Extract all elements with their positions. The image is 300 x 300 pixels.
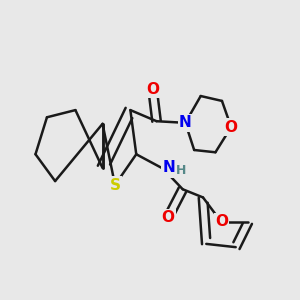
Text: O: O [146, 82, 159, 97]
Text: N: N [163, 160, 176, 175]
Text: H: H [176, 164, 187, 177]
Text: N: N [179, 115, 192, 130]
Text: S: S [110, 178, 121, 193]
Text: O: O [161, 210, 175, 225]
FancyBboxPatch shape [161, 161, 189, 178]
Text: O: O [225, 120, 238, 135]
Text: O: O [215, 214, 228, 230]
